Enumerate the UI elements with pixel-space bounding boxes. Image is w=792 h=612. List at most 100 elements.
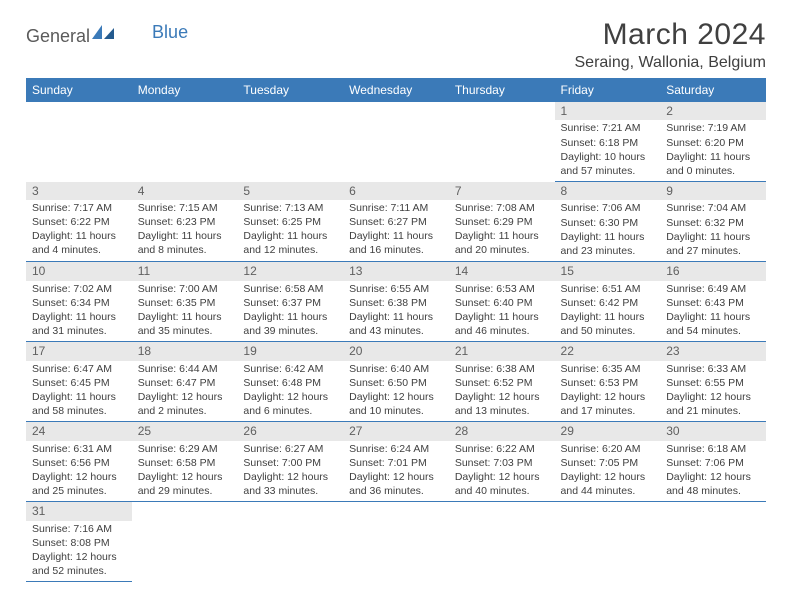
day-number: 18 — [132, 342, 238, 360]
calendar-day-cell: 18Sunrise: 6:44 AMSunset: 6:47 PMDayligh… — [132, 342, 238, 422]
calendar-week-row: 17Sunrise: 6:47 AMSunset: 6:45 PMDayligh… — [26, 342, 766, 422]
calendar-day-cell: 22Sunrise: 6:35 AMSunset: 6:53 PMDayligh… — [555, 342, 661, 422]
day-number: 7 — [449, 182, 555, 200]
weekday-header: Thursday — [449, 78, 555, 102]
calendar-table: SundayMondayTuesdayWednesdayThursdayFrid… — [26, 78, 766, 582]
day-number: 11 — [132, 262, 238, 280]
day-details: Sunrise: 7:17 AMSunset: 6:22 PMDaylight:… — [26, 200, 132, 261]
calendar-day-cell: 28Sunrise: 6:22 AMSunset: 7:03 PMDayligh… — [449, 422, 555, 502]
day-number: 21 — [449, 342, 555, 360]
calendar-week-row: 31Sunrise: 7:16 AMSunset: 8:08 PMDayligh… — [26, 502, 766, 582]
calendar-body: 1Sunrise: 7:21 AMSunset: 6:18 PMDaylight… — [26, 102, 766, 582]
calendar-day-cell: 13Sunrise: 6:55 AMSunset: 6:38 PMDayligh… — [343, 262, 449, 342]
day-details: Sunrise: 6:31 AMSunset: 6:56 PMDaylight:… — [26, 441, 132, 502]
calendar-day-cell: 9Sunrise: 7:04 AMSunset: 6:32 PMDaylight… — [660, 182, 766, 262]
day-details: Sunrise: 7:15 AMSunset: 6:23 PMDaylight:… — [132, 200, 238, 261]
day-number: 31 — [26, 502, 132, 520]
day-number: 22 — [555, 342, 661, 360]
calendar-day-cell: 4Sunrise: 7:15 AMSunset: 6:23 PMDaylight… — [132, 182, 238, 262]
day-details: Sunrise: 6:20 AMSunset: 7:05 PMDaylight:… — [555, 441, 661, 502]
day-details: Sunrise: 6:22 AMSunset: 7:03 PMDaylight:… — [449, 441, 555, 502]
calendar-day-cell: 21Sunrise: 6:38 AMSunset: 6:52 PMDayligh… — [449, 342, 555, 422]
weekday-header: Wednesday — [343, 78, 449, 102]
day-details: Sunrise: 6:29 AMSunset: 6:58 PMDaylight:… — [132, 441, 238, 502]
calendar-day-cell: 30Sunrise: 6:18 AMSunset: 7:06 PMDayligh… — [660, 422, 766, 502]
day-details: Sunrise: 6:49 AMSunset: 6:43 PMDaylight:… — [660, 281, 766, 342]
calendar-day-cell: 19Sunrise: 6:42 AMSunset: 6:48 PMDayligh… — [237, 342, 343, 422]
day-details: Sunrise: 6:55 AMSunset: 6:38 PMDaylight:… — [343, 281, 449, 342]
calendar-day-cell — [237, 102, 343, 182]
month-title: March 2024 — [575, 18, 767, 52]
day-details: Sunrise: 6:53 AMSunset: 6:40 PMDaylight:… — [449, 281, 555, 342]
calendar-day-cell: 16Sunrise: 6:49 AMSunset: 6:43 PMDayligh… — [660, 262, 766, 342]
day-number: 29 — [555, 422, 661, 440]
calendar-day-cell — [449, 502, 555, 582]
day-details: Sunrise: 6:27 AMSunset: 7:00 PMDaylight:… — [237, 441, 343, 502]
calendar-day-cell: 31Sunrise: 7:16 AMSunset: 8:08 PMDayligh… — [26, 502, 132, 582]
calendar-day-cell: 17Sunrise: 6:47 AMSunset: 6:45 PMDayligh… — [26, 342, 132, 422]
day-number: 14 — [449, 262, 555, 280]
day-details: Sunrise: 7:13 AMSunset: 6:25 PMDaylight:… — [237, 200, 343, 261]
calendar-day-cell: 15Sunrise: 6:51 AMSunset: 6:42 PMDayligh… — [555, 262, 661, 342]
day-number: 15 — [555, 262, 661, 280]
day-number: 23 — [660, 342, 766, 360]
weekday-header-row: SundayMondayTuesdayWednesdayThursdayFrid… — [26, 78, 766, 102]
calendar-day-cell — [132, 502, 238, 582]
day-number: 13 — [343, 262, 449, 280]
day-number: 26 — [237, 422, 343, 440]
calendar-day-cell: 6Sunrise: 7:11 AMSunset: 6:27 PMDaylight… — [343, 182, 449, 262]
day-details: Sunrise: 7:02 AMSunset: 6:34 PMDaylight:… — [26, 281, 132, 342]
day-details: Sunrise: 7:04 AMSunset: 6:32 PMDaylight:… — [660, 200, 766, 261]
calendar-day-cell: 12Sunrise: 6:58 AMSunset: 6:37 PMDayligh… — [237, 262, 343, 342]
calendar-day-cell: 26Sunrise: 6:27 AMSunset: 7:00 PMDayligh… — [237, 422, 343, 502]
day-details: Sunrise: 6:33 AMSunset: 6:55 PMDaylight:… — [660, 361, 766, 422]
calendar-week-row: 10Sunrise: 7:02 AMSunset: 6:34 PMDayligh… — [26, 262, 766, 342]
day-number: 12 — [237, 262, 343, 280]
calendar-day-cell: 23Sunrise: 6:33 AMSunset: 6:55 PMDayligh… — [660, 342, 766, 422]
day-number: 24 — [26, 422, 132, 440]
header: General Blue March 2024 Seraing, Walloni… — [26, 18, 766, 72]
logo-text-blue: Blue — [152, 22, 188, 43]
day-details: Sunrise: 6:35 AMSunset: 6:53 PMDaylight:… — [555, 361, 661, 422]
calendar-day-cell — [237, 502, 343, 582]
day-details: Sunrise: 6:51 AMSunset: 6:42 PMDaylight:… — [555, 281, 661, 342]
calendar-day-cell — [343, 502, 449, 582]
calendar-day-cell: 20Sunrise: 6:40 AMSunset: 6:50 PMDayligh… — [343, 342, 449, 422]
calendar-day-cell: 8Sunrise: 7:06 AMSunset: 6:30 PMDaylight… — [555, 182, 661, 262]
day-details: Sunrise: 7:21 AMSunset: 6:18 PMDaylight:… — [555, 120, 661, 181]
weekday-header: Tuesday — [237, 78, 343, 102]
day-number: 2 — [660, 102, 766, 120]
calendar-day-cell: 25Sunrise: 6:29 AMSunset: 6:58 PMDayligh… — [132, 422, 238, 502]
day-number: 16 — [660, 262, 766, 280]
day-number: 6 — [343, 182, 449, 200]
calendar-day-cell: 29Sunrise: 6:20 AMSunset: 7:05 PMDayligh… — [555, 422, 661, 502]
calendar-day-cell: 11Sunrise: 7:00 AMSunset: 6:35 PMDayligh… — [132, 262, 238, 342]
weekday-header: Saturday — [660, 78, 766, 102]
calendar-day-cell — [132, 102, 238, 182]
day-number: 3 — [26, 182, 132, 200]
logo: General Blue — [26, 24, 188, 49]
calendar-day-cell: 14Sunrise: 6:53 AMSunset: 6:40 PMDayligh… — [449, 262, 555, 342]
day-details: Sunrise: 7:08 AMSunset: 6:29 PMDaylight:… — [449, 200, 555, 261]
day-number: 8 — [555, 182, 661, 200]
calendar-day-cell — [449, 102, 555, 182]
calendar-day-cell: 3Sunrise: 7:17 AMSunset: 6:22 PMDaylight… — [26, 182, 132, 262]
day-details: Sunrise: 7:16 AMSunset: 8:08 PMDaylight:… — [26, 521, 132, 582]
day-details: Sunrise: 7:00 AMSunset: 6:35 PMDaylight:… — [132, 281, 238, 342]
location: Seraing, Wallonia, Belgium — [575, 54, 767, 72]
title-block: March 2024 Seraing, Wallonia, Belgium — [575, 18, 767, 72]
day-details: Sunrise: 6:40 AMSunset: 6:50 PMDaylight:… — [343, 361, 449, 422]
logo-text-general: General — [26, 26, 90, 47]
calendar-day-cell: 5Sunrise: 7:13 AMSunset: 6:25 PMDaylight… — [237, 182, 343, 262]
day-details: Sunrise: 6:24 AMSunset: 7:01 PMDaylight:… — [343, 441, 449, 502]
day-number: 10 — [26, 262, 132, 280]
day-number: 28 — [449, 422, 555, 440]
calendar-week-row: 24Sunrise: 6:31 AMSunset: 6:56 PMDayligh… — [26, 422, 766, 502]
day-details: Sunrise: 6:44 AMSunset: 6:47 PMDaylight:… — [132, 361, 238, 422]
weekday-header: Friday — [555, 78, 661, 102]
weekday-header: Sunday — [26, 78, 132, 102]
day-details: Sunrise: 7:11 AMSunset: 6:27 PMDaylight:… — [343, 200, 449, 261]
day-details: Sunrise: 6:18 AMSunset: 7:06 PMDaylight:… — [660, 441, 766, 502]
day-details: Sunrise: 6:58 AMSunset: 6:37 PMDaylight:… — [237, 281, 343, 342]
calendar-day-cell — [26, 102, 132, 182]
